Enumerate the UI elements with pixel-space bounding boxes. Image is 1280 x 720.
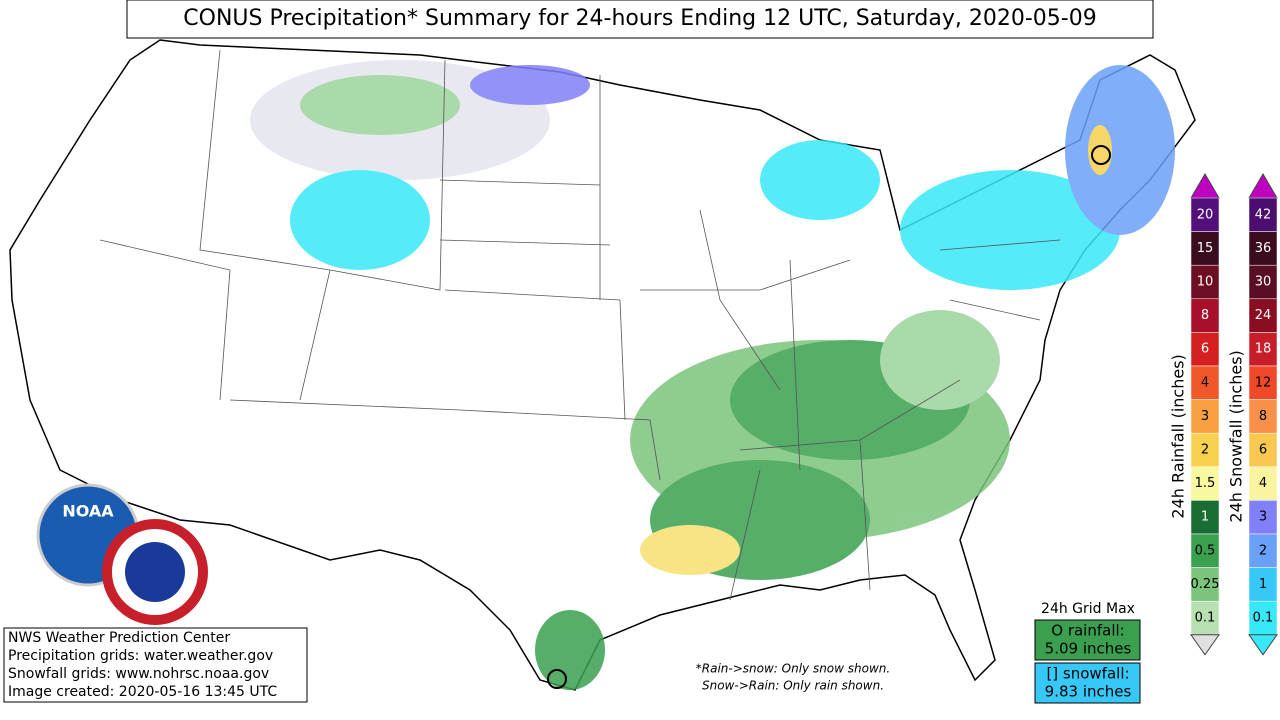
colorbar-cell bbox=[1190, 533, 1220, 568]
grid-max-boxes: O rainfall:5.09 inches [] snowfall:9.83 i… bbox=[1034, 619, 1141, 704]
colorbar-level: 1.5 bbox=[1195, 476, 1216, 491]
colorbar-cell bbox=[1190, 332, 1220, 367]
colorbar-level: 2 bbox=[1201, 443, 1209, 458]
colorbar-level: 15 bbox=[1197, 241, 1214, 256]
credit-line: Snowfall grids: www.nohrsc.noaa.gov bbox=[8, 666, 269, 682]
state-borders bbox=[99, 49, 1111, 689]
colorbar-cell bbox=[1190, 197, 1220, 232]
credit-line: Precipitation grids: water.weather.gov bbox=[8, 648, 273, 664]
title-box bbox=[126, 0, 1154, 39]
colorbar-level: 0.1 bbox=[1195, 611, 1216, 626]
colorbar-level: 3 bbox=[1259, 510, 1267, 525]
rainfall-max-box bbox=[1034, 619, 1141, 661]
colorbar-level: 3 bbox=[1201, 409, 1209, 424]
colorbar-bottom-arrow bbox=[1248, 634, 1278, 656]
colorbar-cell bbox=[1190, 399, 1220, 434]
colorbar-level: 0.1 bbox=[1253, 611, 1274, 626]
colorbar-cell bbox=[1190, 298, 1220, 333]
colorbar-cell bbox=[1248, 298, 1278, 333]
colorbar-cell bbox=[1248, 567, 1278, 602]
noaa-logo-text: NOAA bbox=[62, 502, 114, 521]
colorbar-cell bbox=[1190, 264, 1220, 300]
colorbar-level: 1 bbox=[1259, 577, 1267, 592]
colorbar-level: 0.5 bbox=[1195, 543, 1216, 558]
colorbar-level: 30 bbox=[1255, 275, 1272, 290]
colorbar-cell bbox=[1248, 365, 1278, 400]
colorbar-bottom-arrow bbox=[1190, 634, 1220, 656]
grid-max-title: 24h Grid Max bbox=[1041, 601, 1135, 617]
colorbar-level: 42 bbox=[1255, 207, 1272, 222]
colorbar-cell bbox=[1248, 533, 1278, 568]
colorbar-level: 0.25 bbox=[1191, 577, 1220, 592]
credits-box bbox=[3, 627, 308, 703]
colorbar-level: 24 bbox=[1255, 308, 1272, 323]
colorbar-level: 8 bbox=[1201, 308, 1209, 323]
credit-line: Image created: 2020-05-16 13:45 UTC bbox=[8, 684, 277, 700]
colorbar-level: 8 bbox=[1259, 409, 1267, 424]
colorbar-label: 24h Rainfall (inches) bbox=[1169, 354, 1188, 518]
colorbar-level: 12 bbox=[1255, 375, 1272, 390]
colorbar-level: 6 bbox=[1259, 443, 1267, 458]
note: *Rain->snow: Only snow shown. bbox=[696, 662, 890, 676]
colorbar-cell bbox=[1248, 197, 1278, 232]
colorbar-cell bbox=[1248, 500, 1278, 535]
colorbar-cell bbox=[1190, 432, 1220, 468]
precip-areas bbox=[250, 60, 1175, 690]
colorbar-level: 36 bbox=[1255, 241, 1272, 256]
colorbar-cell bbox=[1190, 231, 1220, 266]
colorbar-level: 18 bbox=[1255, 342, 1272, 357]
snowfall-max-box bbox=[1034, 662, 1141, 704]
rainfall-max-label: O rainfall: bbox=[1051, 622, 1124, 640]
colorbar-level: 4 bbox=[1259, 476, 1267, 491]
title: CONUS Precipitation* Summary for 24-hour… bbox=[183, 6, 1096, 31]
colorbar-level: 20 bbox=[1197, 207, 1214, 222]
colorbar-level: 6 bbox=[1201, 342, 1209, 357]
colorbar-label: 24h Snowfall (inches) bbox=[1227, 350, 1246, 522]
colorbar-cell bbox=[1190, 500, 1220, 535]
colorbar-cell bbox=[1190, 600, 1220, 636]
colorbar-level: 1 bbox=[1201, 510, 1209, 525]
logos: NOAA bbox=[36, 483, 208, 625]
colorbar-level: 10 bbox=[1197, 275, 1214, 290]
rainfall-max-value: 5.09 inches bbox=[1045, 640, 1132, 658]
note: Snow->Rain: Only rain shown. bbox=[702, 679, 884, 693]
colorbar-cell bbox=[1248, 399, 1278, 434]
colorbar-cell bbox=[1248, 332, 1278, 367]
colorbar-cell bbox=[1248, 264, 1278, 300]
map bbox=[9, 39, 1196, 691]
colorbar-cell bbox=[1248, 231, 1278, 266]
nws-logo-center bbox=[125, 542, 185, 602]
colorbar-cell bbox=[1190, 466, 1220, 501]
legends: 20 15 10 8 6 4 3 2 1.5 1 0.5 0.25 0.1 24h Rainfall (i… bbox=[1169, 173, 1278, 656]
colorbar-level: 2 bbox=[1259, 543, 1267, 558]
credit-line: NWS Weather Prediction Center bbox=[8, 630, 230, 646]
snowfall-max-value: 9.83 inches bbox=[1045, 683, 1132, 701]
colorbar-cell bbox=[1248, 466, 1278, 501]
colorbar-cell bbox=[1190, 365, 1220, 400]
snowfall-max-label: [] snowfall: bbox=[1046, 665, 1129, 683]
colorbar-level: 4 bbox=[1201, 375, 1209, 390]
